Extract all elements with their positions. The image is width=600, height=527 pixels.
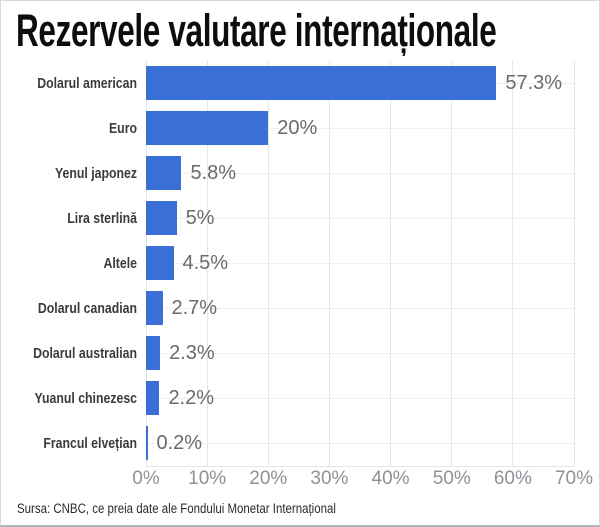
x-tick-label: 60%	[493, 468, 532, 489]
category-label: Euro	[108, 120, 137, 137]
bar	[146, 246, 174, 280]
chart-title: Rezervele valutare internaționale	[16, 5, 497, 56]
category-label: Dolarul canadian	[37, 300, 137, 317]
value-label: 5%	[185, 207, 215, 229]
category-label: Dolarul american	[37, 75, 137, 92]
row-gridline	[146, 263, 574, 264]
category-label: Dolarul australian	[33, 345, 137, 362]
value-label: 57.3%	[505, 72, 563, 94]
row-gridline	[146, 443, 574, 444]
x-tick-label: 30%	[310, 468, 349, 489]
row-gridline	[146, 173, 574, 174]
row-gridline	[146, 128, 574, 129]
x-tick-label: 0%	[132, 468, 160, 489]
source-note: Sursa: CNBC, ce preia date ale Fondului …	[17, 501, 336, 516]
x-tick-label: 70%	[554, 468, 594, 489]
category-label: Lira sterlină	[67, 210, 137, 227]
value-label: 2.2%	[168, 387, 215, 409]
x-tick-label: 50%	[432, 468, 471, 489]
value-label: 0.2%	[156, 432, 203, 454]
row-gridline	[146, 218, 574, 219]
value-label: 4.5%	[182, 252, 229, 274]
gridline-vertical	[573, 61, 575, 466]
bar	[146, 66, 497, 100]
row-gridline	[146, 308, 574, 309]
category-label: Yuanul chinezesc	[34, 390, 138, 407]
category-label: Francul elvețian	[43, 435, 137, 452]
value-label: 2.7%	[171, 297, 218, 319]
x-tick-label: 20%	[249, 468, 288, 489]
bar	[146, 336, 161, 370]
bar	[146, 426, 148, 460]
x-tick-label: 40%	[371, 468, 410, 489]
bar	[146, 291, 163, 325]
value-label: 2.3%	[169, 342, 215, 364]
bar	[146, 381, 160, 415]
bar-chart: Dolarul american Euro Yenul japonez Lira st…	[1, 1, 599, 491]
row-gridline	[146, 398, 574, 399]
bar	[146, 201, 177, 235]
category-label: Altele	[103, 255, 137, 272]
bar	[146, 111, 269, 145]
x-tick-label: 10%	[188, 468, 227, 489]
bar	[146, 156, 182, 190]
value-label: 20%	[277, 117, 318, 139]
value-label: 5.8%	[190, 162, 237, 184]
plot-area: 0% 10% 20% 30% 40% 50% 60% 70% 57.3% 20% 5.8% 5% 4.5…	[132, 61, 593, 489]
category-label: Yenul japonez	[54, 165, 137, 182]
row-gridline	[146, 353, 574, 354]
